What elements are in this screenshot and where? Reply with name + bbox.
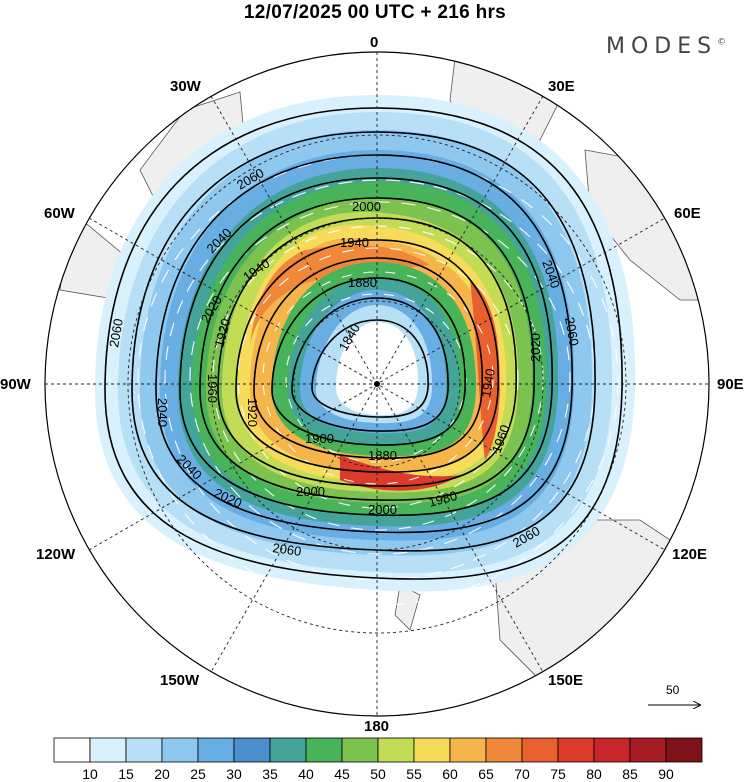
colorbar-tick-label: 60 <box>442 766 458 782</box>
contour-label-2000: 2000 <box>352 199 381 214</box>
wind-shading <box>95 95 636 592</box>
brand-logo: MODES© <box>606 34 726 59</box>
lon-label-120e: 120E <box>672 546 708 563</box>
contour-label-2060b: 2060 <box>106 317 126 348</box>
lon-label-150w: 150W <box>160 672 200 689</box>
contour-label-1920: 1920 <box>211 317 233 349</box>
colorbar-swatch <box>557 737 595 763</box>
contour-label-1900: 1900 <box>305 431 334 446</box>
colorbar-tick-label: 90 <box>658 766 674 782</box>
colorbar-swatch <box>449 737 487 763</box>
colorbar-swatch <box>125 737 163 763</box>
colorbar-tick-label: 30 <box>226 766 242 782</box>
contour-label-2060e: 2060 <box>562 316 582 347</box>
colorbar-swatch <box>161 737 199 763</box>
contour-label-2060c: 2060 <box>272 540 303 559</box>
lon-label-0: 0 <box>370 34 379 51</box>
lon-label-90e: 90E <box>717 376 744 393</box>
contour-label-1940: 1940 <box>340 235 369 250</box>
lon-label-30e: 30E <box>548 78 575 95</box>
contour-label-group: 1840 1880 1880 1900 1920 1920 1940 1940 … <box>106 165 582 559</box>
colorbar-swatch <box>197 737 235 763</box>
colorbar-swatch <box>485 737 523 763</box>
colorbar-swatch <box>665 737 703 763</box>
lon-label-120w: 120W <box>36 546 76 563</box>
contour-label-2000b: 2000 <box>296 484 325 499</box>
colorbar-tick-label: 55 <box>406 766 422 782</box>
colorbar-tick-label: 65 <box>478 766 494 782</box>
colorbar-swatch <box>377 737 415 763</box>
colorbar-tick-label: 40 <box>298 766 314 782</box>
colorbar <box>53 737 703 763</box>
lon-label-180: 180 <box>364 718 390 735</box>
brand-mark: © <box>717 37 727 48</box>
colorbar-tick-label: 70 <box>514 766 530 782</box>
lon-label-60w: 60W <box>44 205 75 222</box>
brand-name: MODES <box>606 34 718 59</box>
contour-label-1880b: 1880 <box>368 448 397 463</box>
colorbar-swatch <box>233 737 271 763</box>
colorbar-swatch <box>269 737 307 763</box>
colorbar-tick-label: 45 <box>334 766 350 782</box>
colorbar-swatch <box>89 737 127 763</box>
pole-marker <box>374 381 380 387</box>
lon-label-90w: 90W <box>0 376 31 393</box>
contour-label-1960b: 1960 <box>205 374 220 403</box>
colorbar-tick-label: 20 <box>154 766 170 782</box>
colorbar-tick-label: 10 <box>82 766 98 782</box>
colorbar-swatch <box>593 737 631 763</box>
colorbar-tick-label: 50 <box>370 766 386 782</box>
lon-label-30w: 30W <box>170 78 201 95</box>
contour-label-2040c: 2040 <box>155 398 170 427</box>
colorbar-swatch <box>629 737 667 763</box>
colorbar-tick-label: 75 <box>550 766 566 782</box>
contour-label-1980: 1980 <box>427 488 459 510</box>
colorbar-tick-label: 25 <box>190 766 206 782</box>
lon-label-150e: 150E <box>548 672 584 689</box>
contour-label-1920b: 1920 <box>245 398 260 427</box>
colorbar-swatch <box>521 737 559 763</box>
map-boundary <box>44 51 710 717</box>
reference-vector-label: 50 <box>666 683 680 697</box>
colorbar-tick-label: 80 <box>586 766 602 782</box>
colorbar-swatch <box>341 737 379 763</box>
colorbar-swatch <box>53 737 91 763</box>
colorbar-tick-label: 15 <box>118 766 134 782</box>
colorbar-swatch <box>305 737 343 763</box>
contour-label-2020: 2020 <box>528 333 543 362</box>
map-title: 12/07/2025 00 UTC + 216 hrs <box>243 2 507 23</box>
lon-label-60e: 60E <box>674 205 701 222</box>
colorbar-tick-label: 85 <box>622 766 638 782</box>
contour-label-1940c: 1940 <box>478 367 498 398</box>
contour-label-1880: 1880 <box>348 275 377 290</box>
map-disk <box>45 52 709 716</box>
contour-label-2000c: 2000 <box>368 502 397 517</box>
colorbar-swatch <box>413 737 451 763</box>
colorbar-tick-label: 35 <box>262 766 278 782</box>
